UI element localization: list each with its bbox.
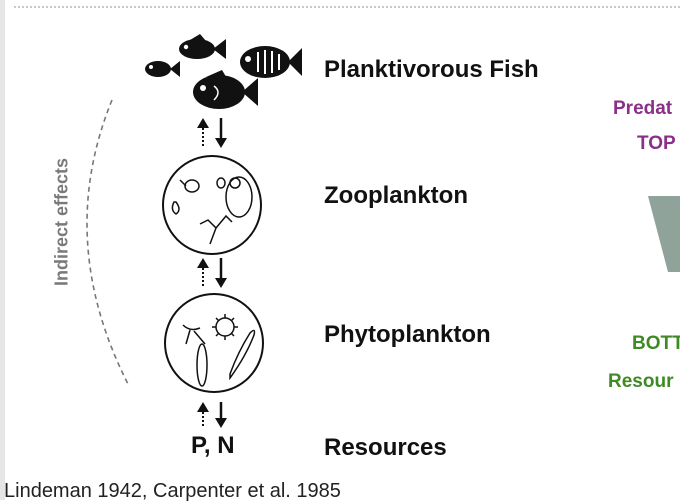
interaction-arrows-fish-zoo — [197, 118, 227, 148]
fish-icon-small-left — [145, 61, 180, 77]
fish-icon-striped — [240, 46, 302, 78]
nutrients-label: P, N — [191, 432, 235, 459]
citation-text: Lindeman 1942, Carpenter et al. 1985 — [4, 480, 341, 502]
indirect-effects-arc — [86, 99, 129, 385]
level-label-resources: Resources — [324, 434, 447, 461]
left-edge-rule — [0, 0, 5, 500]
top-dotted-divider — [14, 6, 680, 8]
zooplankton-icon — [162, 155, 262, 255]
cascade-arrow-shape — [648, 196, 680, 272]
bottom-up-label-line2: Resour — [608, 371, 674, 392]
level-label-fish: Planktivorous Fish — [324, 56, 539, 83]
fish-icon-large — [193, 70, 258, 109]
top-down-label-line1: Predat — [613, 98, 673, 119]
indirect-effects-label: Indirect effects — [51, 157, 72, 287]
interaction-arrows-zoo-phyto — [197, 258, 227, 288]
bottom-up-label-line1: BOTT — [632, 333, 680, 354]
top-down-label-line2: TOP — [637, 133, 676, 154]
interaction-arrows-phyto-resources — [197, 402, 227, 428]
phytoplankton-icon — [164, 293, 264, 393]
level-label-phytoplankton: Phytoplankton — [324, 321, 491, 348]
fish-icon-top — [179, 34, 226, 59]
level-label-zooplankton: Zooplankton — [324, 182, 468, 209]
